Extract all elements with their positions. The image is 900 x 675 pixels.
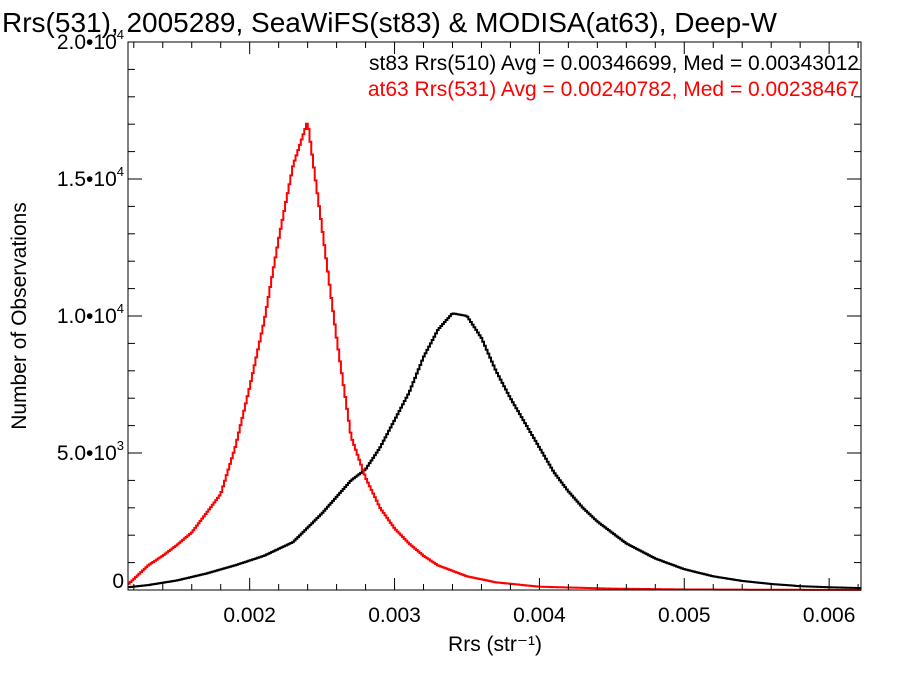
stats-annotations: st83 Rrs(510) Avg = 0.00346699, Med = 0.… — [368, 52, 859, 101]
y-tick-exponent: 4 — [117, 164, 124, 179]
y-tick-mantissa: 0 — [112, 570, 124, 593]
y-tick-mantissa: 2.0•10 — [57, 31, 117, 54]
x-axis-label-text: Rrs (str⁻¹) — [448, 633, 542, 656]
series-line-0 — [128, 312, 861, 590]
stats-annotation-0: st83 Rrs(510) Avg = 0.00346699, Med = 0.… — [369, 52, 859, 75]
y-tick-mantissa: 5.0•10 — [57, 442, 117, 465]
y-axis-label: Number of Observations — [8, 202, 31, 430]
x-axis-label: Rrs (str⁻¹) — [448, 633, 542, 656]
y-tick-exponent: 3 — [117, 438, 124, 453]
chart-title: Rrs(531), 2005289, SeaWiFS(st83) & MODIS… — [2, 7, 778, 38]
x-tick-label: 0.002 — [223, 604, 276, 627]
x-tick-label: 0.003 — [368, 604, 421, 627]
y-tick-label: 2.0•104 — [57, 27, 124, 54]
y-tick-label: 1.0•104 — [57, 301, 124, 328]
y-tick-label: 1.5•104 — [57, 164, 124, 191]
y-tick-exponent: 4 — [117, 301, 124, 316]
stats-annotation-1: at63 Rrs(531) Avg = 0.00240782, Med = 0.… — [368, 78, 859, 101]
x-tick-label: 0.004 — [513, 604, 566, 627]
x-tick-label: 0.005 — [658, 604, 711, 627]
y-tick-mantissa: 1.5•10 — [57, 168, 117, 191]
x-tick-label: 0.006 — [803, 604, 856, 627]
ticks-layer — [128, 41, 861, 591]
series-layer — [128, 122, 861, 591]
y-tick-label: 0 — [112, 570, 124, 593]
y-tick-mantissa: 1.0•10 — [57, 305, 117, 328]
series-line-1 — [128, 122, 861, 591]
y-tick-exponent: 4 — [117, 27, 124, 42]
x-tick-labels: 0.002 0.003 0.004 0.005 0.006 — [223, 604, 855, 627]
plot-frame — [127, 41, 862, 591]
y-tick-label: 5.0•103 — [57, 438, 124, 465]
